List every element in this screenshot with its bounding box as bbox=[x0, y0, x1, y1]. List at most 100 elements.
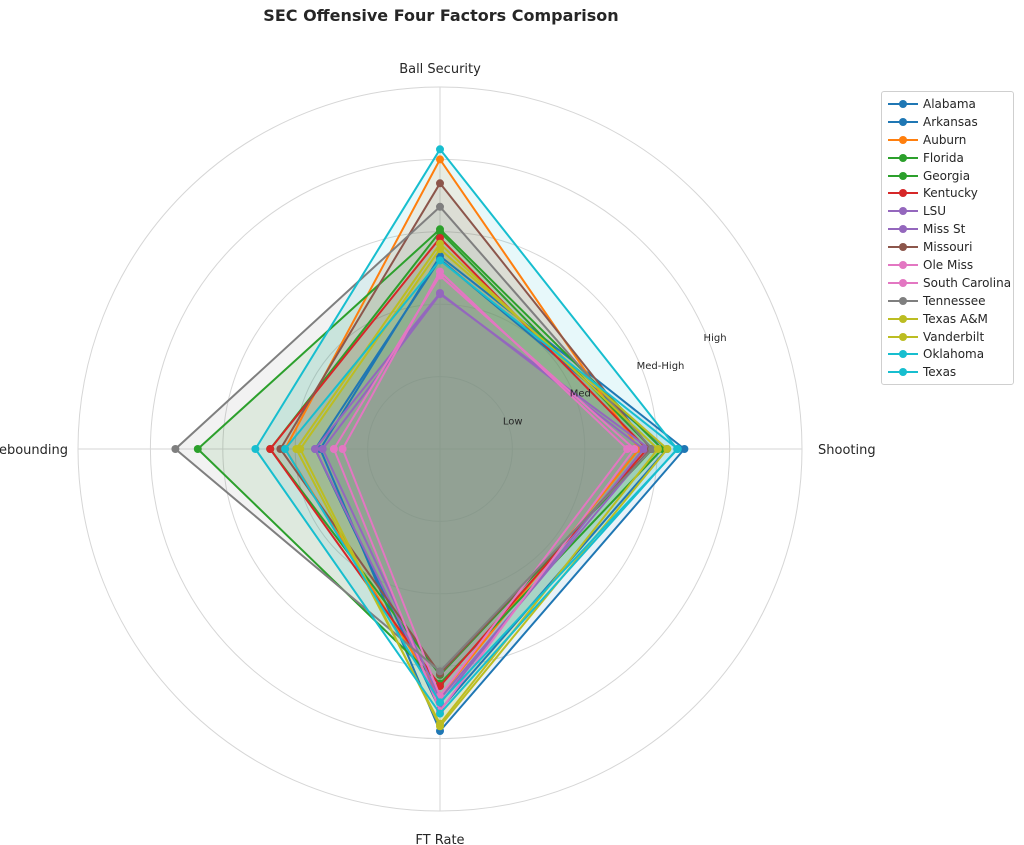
legend-label: Tennessee bbox=[923, 293, 986, 308]
data-point-ole-miss-2 bbox=[338, 445, 347, 453]
data-point-texas-3 bbox=[436, 145, 444, 154]
legend-swatch bbox=[888, 98, 918, 110]
legend-label: Georgia bbox=[923, 168, 971, 183]
legend-swatch bbox=[888, 259, 918, 271]
data-point-vanderbilt-2 bbox=[292, 445, 301, 453]
axis-label-ball-security: Ball Security bbox=[399, 62, 481, 77]
axis-labels: Low Med Med-High High Shooting Ball Security O… bbox=[0, 62, 876, 845]
legend-swatch bbox=[888, 348, 918, 360]
series-lines bbox=[171, 145, 689, 735]
legend-swatch bbox=[888, 313, 918, 325]
legend-item-texas: Texas bbox=[882, 363, 1013, 381]
legend-item-florida: Florida bbox=[882, 149, 1013, 167]
legend-label: Miss St bbox=[923, 222, 966, 237]
data-point-texas-0 bbox=[673, 445, 682, 453]
series-fill-arkansas bbox=[315, 259, 667, 710]
legend-swatch bbox=[888, 366, 918, 378]
legend-swatch bbox=[888, 187, 918, 199]
data-point-south-carolina-2 bbox=[329, 445, 338, 453]
legend-item-arkansas: Arkansas bbox=[882, 113, 1013, 131]
legend-item-ole-miss: Ole Miss bbox=[882, 256, 1013, 274]
ring-label: Med bbox=[570, 389, 591, 400]
legend-item-georgia: Georgia bbox=[882, 167, 1013, 185]
legend-swatch bbox=[888, 134, 918, 146]
series-fill-missouri bbox=[280, 183, 651, 674]
data-point-kentucky-3 bbox=[436, 234, 444, 242]
legend-label: Ole Miss bbox=[923, 257, 974, 272]
series-fill-ole-miss bbox=[342, 271, 628, 697]
legend-label: Alabama bbox=[923, 96, 976, 111]
legend-swatch bbox=[888, 152, 918, 164]
data-point-south-carolina-3 bbox=[436, 271, 444, 280]
data-point-vanderbilt-0 bbox=[653, 445, 662, 453]
data-point-tennessee-3 bbox=[436, 202, 444, 211]
legend-label: Vanderbilt bbox=[923, 329, 985, 344]
data-point-south-carolina-0 bbox=[630, 445, 639, 453]
legend-label: Auburn bbox=[923, 132, 967, 147]
data-point-oklahoma-2 bbox=[281, 445, 290, 453]
ring-label: Low bbox=[503, 416, 523, 427]
series-fill-alabama bbox=[320, 256, 685, 731]
legend-label: Texas bbox=[923, 365, 957, 380]
data-point-alabama-0 bbox=[680, 445, 689, 453]
data-point-texas-a-m-0 bbox=[663, 445, 672, 453]
legend-item-auburn: Auburn bbox=[882, 131, 1013, 149]
data-point-vanderbilt-3 bbox=[436, 239, 444, 248]
ring-label: Med-High bbox=[637, 361, 685, 372]
data-point-tennessee-1 bbox=[436, 667, 444, 676]
legend-label: South Carolina bbox=[923, 275, 1012, 290]
radar-chart: Low Med Med-High High Shooting Ball Security O… bbox=[0, 62, 876, 845]
data-point-missouri-3 bbox=[436, 179, 444, 188]
legend-swatch bbox=[888, 277, 918, 289]
series-fill-tennessee bbox=[175, 206, 653, 672]
data-point-miss-st-3 bbox=[436, 290, 444, 299]
legend-swatch bbox=[888, 116, 918, 128]
axis-label-ft-rate: FT Rate bbox=[415, 833, 464, 845]
data-point-kentucky-1 bbox=[436, 682, 444, 691]
data-point-oklahoma-3 bbox=[436, 256, 444, 265]
chart-title: SEC Offensive Four Factors Comparison bbox=[263, 6, 619, 25]
legend: Alabama Arkansas Auburn Florida Georgia Kentu… bbox=[881, 91, 1014, 386]
legend-label: Missouri bbox=[923, 240, 973, 255]
legend-item-south-carolina: South Carolina bbox=[882, 274, 1013, 292]
data-point-oklahoma-1 bbox=[436, 698, 444, 707]
data-point-miss-st-2 bbox=[318, 445, 327, 453]
data-point-texas-2 bbox=[251, 445, 260, 453]
ring-label: High bbox=[704, 333, 727, 344]
legend-swatch bbox=[888, 331, 918, 343]
series-fill-georgia bbox=[270, 231, 653, 675]
legend-item-lsu: LSU bbox=[882, 202, 1013, 220]
data-point-lsu-0 bbox=[639, 445, 648, 453]
axis-label-off-rebounding: Off Rebounding bbox=[0, 443, 68, 458]
legend-item-miss-st: Miss St bbox=[882, 220, 1013, 238]
data-point-kentucky-2 bbox=[266, 445, 275, 453]
legend-swatch bbox=[888, 241, 918, 253]
axis-label-shooting: Shooting bbox=[818, 443, 876, 458]
legend-item-tennessee: Tennessee bbox=[882, 292, 1013, 310]
data-point-florida-2 bbox=[193, 445, 202, 453]
data-point-auburn-3 bbox=[436, 155, 444, 164]
legend-item-oklahoma: Oklahoma bbox=[882, 345, 1013, 363]
legend-item-vanderbilt: Vanderbilt bbox=[882, 328, 1013, 346]
legend-label: Texas A&M bbox=[923, 311, 988, 326]
series-fills bbox=[175, 149, 685, 731]
legend-label: Oklahoma bbox=[923, 347, 985, 362]
data-point-lsu-2 bbox=[311, 445, 320, 453]
data-point-texas-1 bbox=[436, 709, 444, 718]
data-point-georgia-3 bbox=[436, 227, 444, 236]
legend-item-missouri: Missouri bbox=[882, 238, 1013, 256]
data-point-tennessee-2 bbox=[171, 445, 180, 453]
legend-label: Arkansas bbox=[923, 114, 978, 129]
legend-label: Kentucky bbox=[923, 186, 978, 201]
series-fill-lsu bbox=[315, 293, 644, 704]
data-point-tennessee-0 bbox=[648, 445, 657, 453]
data-point-vanderbilt-1 bbox=[436, 719, 444, 728]
legend-item-kentucky: Kentucky bbox=[882, 184, 1013, 202]
legend-item-texas-a-m: Texas A&M bbox=[882, 310, 1013, 328]
data-point-ole-miss-0 bbox=[623, 445, 632, 453]
legend-swatch bbox=[888, 223, 918, 235]
series-fill-miss-st bbox=[322, 294, 650, 699]
legend-swatch bbox=[888, 205, 918, 217]
legend-swatch bbox=[888, 170, 918, 182]
legend-swatch bbox=[888, 295, 918, 307]
